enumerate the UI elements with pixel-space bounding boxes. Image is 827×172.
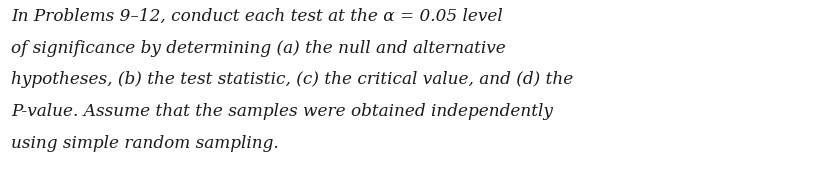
Text: hypotheses, (b) the test statistic, (c) the critical value, and (d) the: hypotheses, (b) the test statistic, (c) …: [11, 71, 572, 88]
Text: In Problems 9–12, conduct each test at the α = 0.05 level: In Problems 9–12, conduct each test at t…: [11, 8, 502, 25]
Text: using simple random sampling.: using simple random sampling.: [11, 135, 278, 152]
Text: P-value. Assume that the samples were obtained independently: P-value. Assume that the samples were ob…: [11, 103, 552, 120]
Text: of significance by determining (a) the null and alternative: of significance by determining (a) the n…: [11, 40, 505, 57]
